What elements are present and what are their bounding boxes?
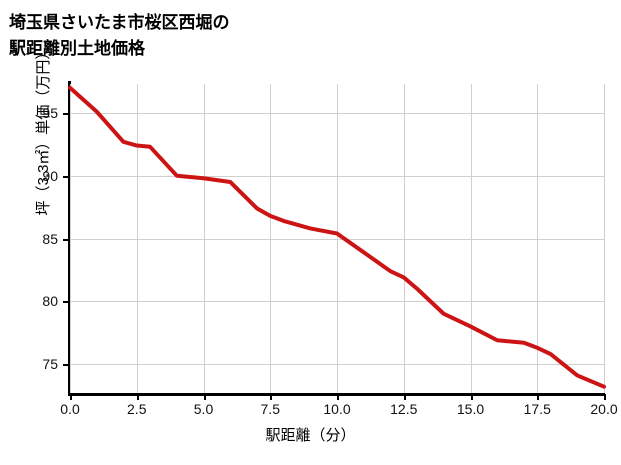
chart-title: 埼玉県さいたま市桜区西堀の 駅距離別土地価格 bbox=[9, 10, 429, 62]
gridline-vertical bbox=[70, 84, 71, 393]
y-axis-label: 坪（3.3㎡）単価（万円） bbox=[34, 44, 52, 216]
plot-area bbox=[68, 84, 606, 393]
x-tick-mark bbox=[337, 394, 339, 400]
y-axis-spine bbox=[68, 81, 71, 396]
y-tick-label: 75 bbox=[42, 356, 58, 373]
y-tick-mark bbox=[63, 301, 69, 304]
y-tick-mark bbox=[63, 175, 69, 178]
x-tick-label: 5.0 bbox=[193, 401, 214, 417]
y-tick-label: 85 bbox=[42, 230, 58, 247]
x-tick-mark bbox=[70, 394, 72, 400]
y-tick-mark bbox=[63, 238, 69, 241]
chart-title-line-2: 駅距離別土地価格 bbox=[9, 39, 145, 58]
chart-title-line-1: 埼玉県さいたま市桜区西堀の bbox=[9, 13, 230, 32]
x-tick-label: 20.0 bbox=[590, 401, 618, 417]
x-tick-mark bbox=[203, 394, 206, 400]
x-tick-label: 12.5 bbox=[390, 401, 418, 417]
x-tick-mark bbox=[270, 394, 273, 400]
x-tick-mark bbox=[403, 394, 406, 400]
y-tick-mark bbox=[63, 112, 69, 115]
gridline-vertical bbox=[204, 84, 205, 393]
gridline-vertical bbox=[537, 84, 538, 393]
x-tick-label: 0.0 bbox=[60, 401, 80, 417]
x-tick-mark bbox=[537, 394, 540, 400]
x-tick-mark bbox=[604, 394, 606, 400]
x-tick-label: 10.0 bbox=[323, 401, 351, 417]
gridline-vertical bbox=[137, 84, 138, 393]
y-tick-label: 90 bbox=[42, 167, 58, 184]
gridline-vertical bbox=[270, 84, 271, 393]
gridline-vertical bbox=[471, 84, 472, 393]
x-tick-mark bbox=[470, 394, 473, 400]
gridline-vertical bbox=[604, 84, 605, 393]
gridline-vertical bbox=[404, 84, 405, 393]
x-axis-label: 駅距離（分） bbox=[265, 427, 356, 444]
x-tick-label: 7.5 bbox=[260, 401, 280, 417]
price-line-series bbox=[68, 85, 606, 389]
gridline-vertical bbox=[337, 84, 338, 393]
y-axis-label-wrapper: 坪（3.3㎡）単価（万円） bbox=[30, 0, 54, 290]
y-tick-label: 95 bbox=[42, 104, 58, 121]
y-tick-mark bbox=[63, 364, 69, 367]
x-tick-label: 2.5 bbox=[127, 401, 147, 417]
line-series-svg bbox=[68, 85, 606, 389]
x-tick-label: 15.0 bbox=[456, 401, 485, 417]
x-tick-label: 17.5 bbox=[523, 401, 551, 417]
x-tick-mark bbox=[136, 394, 139, 400]
y-tick-label: 80 bbox=[42, 293, 58, 310]
x-axis-spine bbox=[68, 393, 605, 396]
